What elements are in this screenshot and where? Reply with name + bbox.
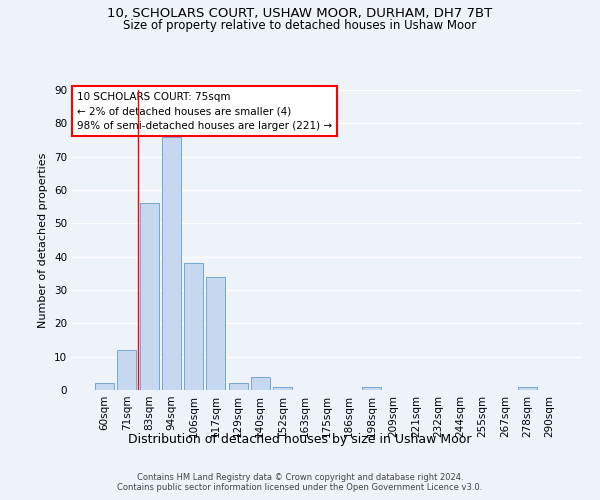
Bar bbox=[518, 386, 536, 390]
Y-axis label: Number of detached properties: Number of detached properties bbox=[38, 152, 49, 328]
Text: 10, SCHOLARS COURT, USHAW MOOR, DURHAM, DH7 7BT: 10, SCHOLARS COURT, USHAW MOOR, DURHAM, … bbox=[107, 8, 493, 20]
Bar bbox=[273, 386, 292, 390]
Text: Distribution of detached houses by size in Ushaw Moor: Distribution of detached houses by size … bbox=[128, 432, 472, 446]
Text: Contains HM Land Registry data © Crown copyright and database right 2024.: Contains HM Land Registry data © Crown c… bbox=[137, 472, 463, 482]
Bar bbox=[206, 276, 225, 390]
Bar bbox=[184, 264, 203, 390]
Bar bbox=[229, 384, 248, 390]
Bar bbox=[362, 386, 381, 390]
Bar bbox=[162, 136, 181, 390]
Text: Contains public sector information licensed under the Open Government Licence v3: Contains public sector information licen… bbox=[118, 482, 482, 492]
Bar bbox=[95, 384, 114, 390]
Bar bbox=[251, 376, 270, 390]
Bar bbox=[118, 350, 136, 390]
Text: Size of property relative to detached houses in Ushaw Moor: Size of property relative to detached ho… bbox=[124, 18, 476, 32]
Text: 10 SCHOLARS COURT: 75sqm
← 2% of detached houses are smaller (4)
98% of semi-det: 10 SCHOLARS COURT: 75sqm ← 2% of detache… bbox=[77, 92, 332, 131]
Bar bbox=[140, 204, 158, 390]
